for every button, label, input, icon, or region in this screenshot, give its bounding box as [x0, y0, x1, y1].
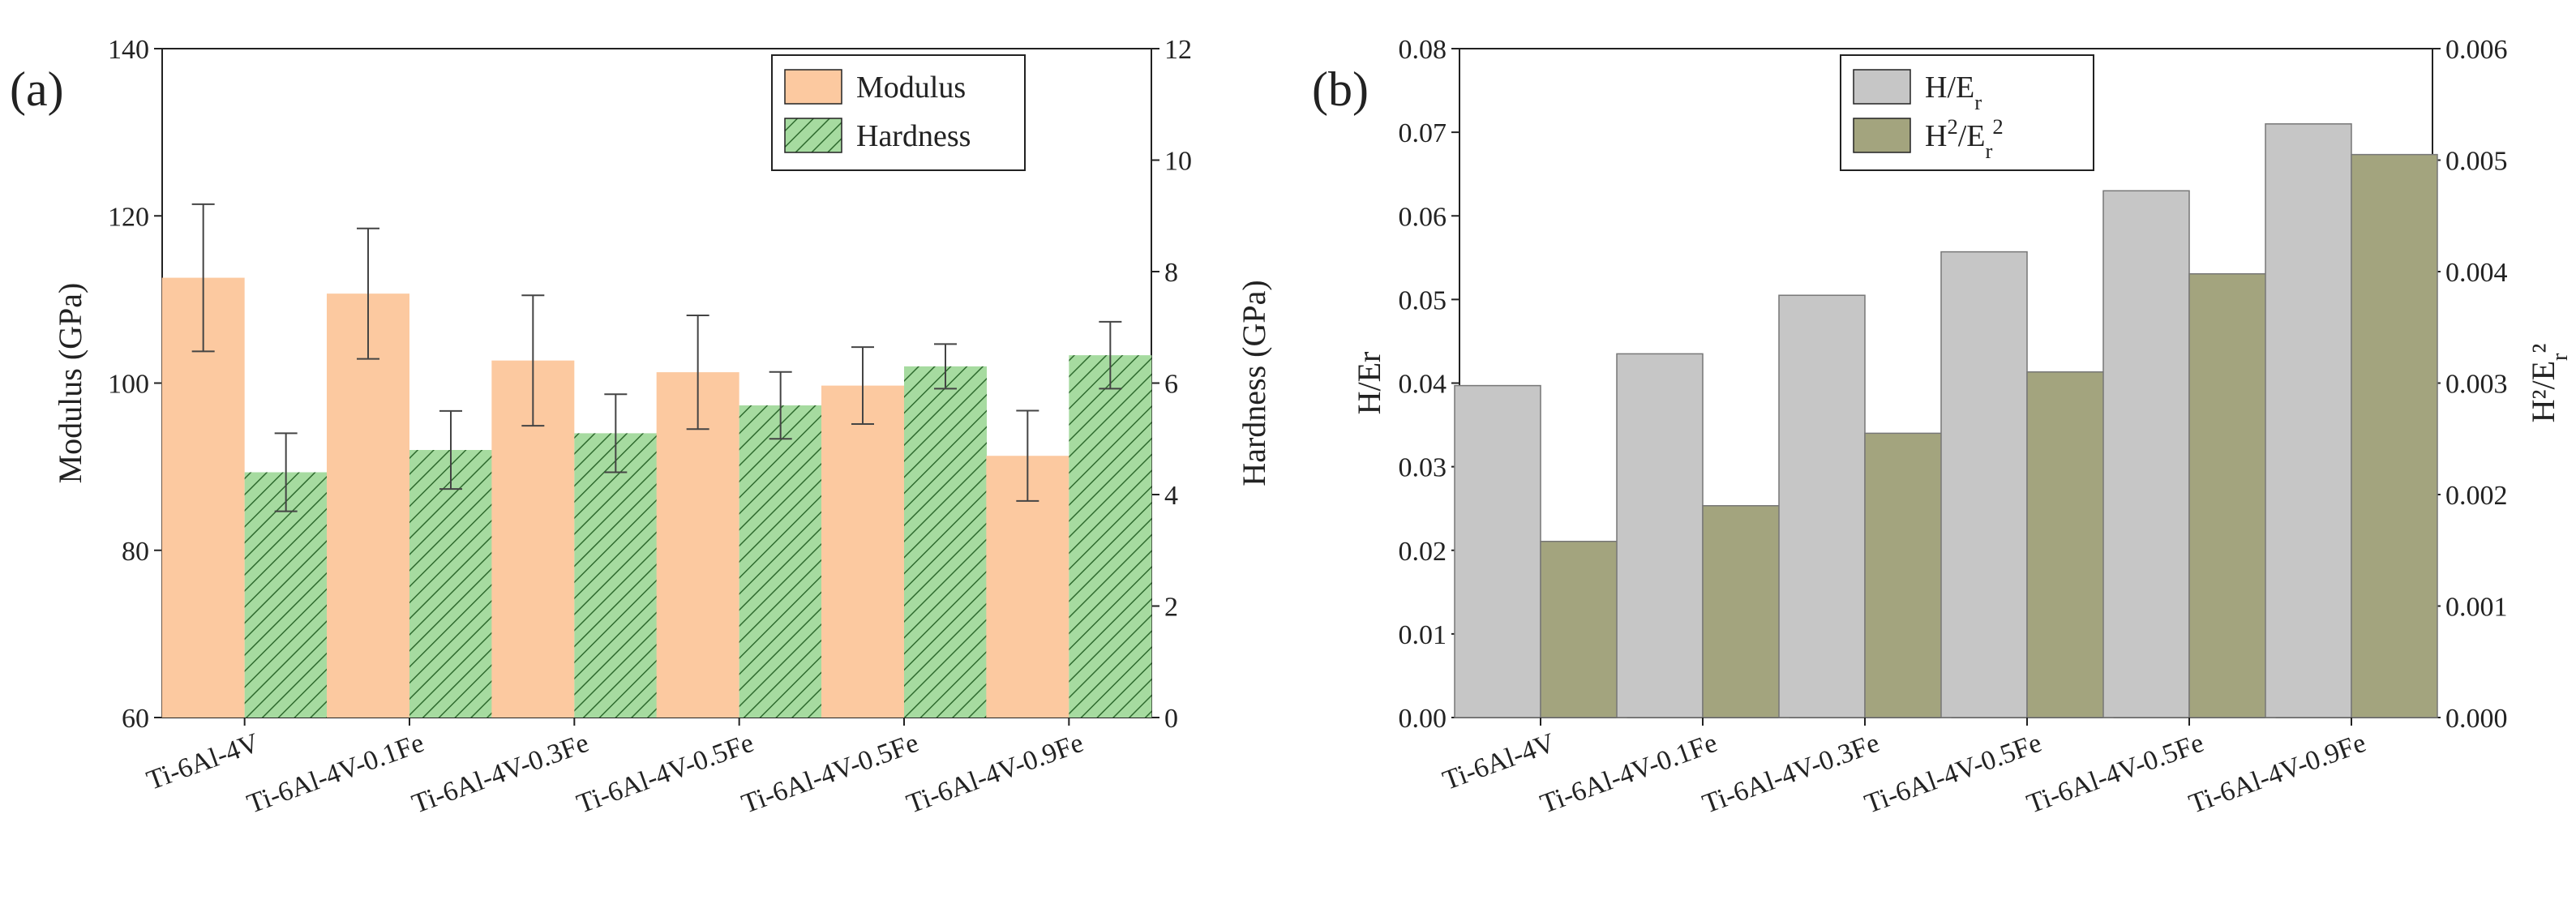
left-tick-label: 60	[122, 704, 149, 734]
panel-label: (b)	[1312, 62, 1369, 116]
right-tick-label: 0.000	[2445, 704, 2508, 734]
right-tick-label: 0.003	[2445, 370, 2508, 400]
legend-label: Hardness	[856, 119, 971, 153]
bar-hardness	[739, 405, 822, 718]
right-tick-label: 0.006	[2445, 35, 2508, 65]
category-label: Ti-6Al-4V-0.9Fe	[2185, 728, 2370, 820]
bar-h-over-er	[2265, 123, 2352, 718]
panel-label: (a)	[10, 62, 64, 116]
category-label: Ti-6Al-4V-0.5Fe	[1861, 728, 2046, 820]
legend-swatch	[784, 69, 842, 105]
right-tick-label: 2	[1164, 593, 1178, 623]
left-tick-label: 0.02	[1399, 537, 1447, 567]
legend-label: Modulus	[856, 71, 966, 105]
left-tick-label: 0.07	[1399, 118, 1447, 148]
right-tick-label: 8	[1164, 258, 1178, 288]
bar-hardness	[409, 450, 492, 718]
right-tick-label: 0.004	[2445, 258, 2508, 288]
bar-h-over-er	[2102, 190, 2190, 718]
left-tick-label: 140	[108, 35, 149, 65]
left-axis-title: H/Er	[1351, 352, 1387, 415]
bar-hardness	[1069, 355, 1152, 718]
category-label: Ti-6Al-4V	[1439, 728, 1560, 796]
bar-h2-over-er2	[1702, 505, 1789, 718]
legend-swatch	[784, 118, 842, 153]
right-tick-label: 12	[1164, 35, 1192, 65]
category-label: Ti-6Al-4V-0.1Fe	[1537, 728, 1721, 820]
left-axis-title: Modulus (GPa)	[52, 283, 88, 484]
left-tick-label: 0.04	[1399, 370, 1447, 400]
category-label: Ti-6Al-4V-0.5Fe	[738, 728, 923, 820]
category-label: Ti-6Al-4V-0.3Fe	[1699, 728, 1884, 820]
left-tick-label: 0.08	[1399, 35, 1447, 65]
bar-modulus	[327, 293, 409, 718]
bar-modulus	[821, 385, 904, 718]
bar-h2-over-er2	[1540, 541, 1627, 718]
left-tick-label: 0.03	[1399, 453, 1447, 483]
left-tick-label: 0.06	[1399, 202, 1447, 232]
right-tick-label: 4	[1164, 481, 1178, 511]
bar-h-over-er	[1778, 294, 1866, 718]
right-tick-label: 0	[1164, 704, 1178, 734]
category-label: Ti-6Al-4V-0.3Fe	[408, 728, 593, 820]
legend-label: H/Er	[1925, 71, 1982, 114]
category-label: Ti-6Al-4V-0.5Fe	[2023, 728, 2208, 820]
right-tick-label: 10	[1164, 147, 1192, 177]
category-label: Ti-6Al-4V	[143, 728, 264, 796]
bar-h2-over-er2	[2026, 371, 2114, 718]
bar-h-over-er	[1940, 251, 2028, 718]
bar-h2-over-er2	[2188, 273, 2276, 718]
left-tick-label: 0.00	[1399, 704, 1447, 734]
bar-h2-over-er2	[1864, 432, 1952, 718]
right-tick-label: 0.001	[2445, 593, 2508, 623]
legend-swatch	[1853, 69, 1911, 105]
bar-hardness	[904, 366, 987, 718]
legend-label: H2/Er2	[1925, 114, 2004, 163]
left-tick-label: 120	[108, 202, 149, 232]
bar-hardness	[574, 433, 658, 718]
right-tick-label: 0.005	[2445, 147, 2508, 177]
right-tick-label: 6	[1164, 370, 1178, 400]
right-tick-label: 0.002	[2445, 481, 2508, 511]
panel-b: 0.00 0.01 0.02 0.03 0.04 0.05 0.06 0.07 0.08 0.00…	[1312, 35, 2573, 820]
left-tick-label: 100	[108, 370, 149, 400]
right-axis-title: Hardness (GPa)	[1236, 280, 1272, 486]
left-tick-label: 80	[122, 537, 149, 567]
bar-hardness	[244, 472, 328, 718]
bar-h-over-er	[1616, 353, 1704, 718]
category-label: Ti-6Al-4V-0.1Fe	[243, 728, 428, 820]
legend-swatch	[1853, 118, 1911, 153]
category-label: Ti-6Al-4V-0.9Fe	[902, 728, 1087, 820]
right-axis-title: H²/Er²	[2525, 344, 2573, 423]
left-tick-label: 0.05	[1399, 285, 1447, 315]
bar-h2-over-er2	[2351, 153, 2438, 718]
category-label: Ti-6Al-4V-0.5Fe	[573, 728, 758, 820]
bar-h-over-er	[1454, 384, 1541, 718]
panel-a: 60 80 100 120 140 0 2 4 6 8 10 12 Modulus (GPa) Hardn…	[10, 35, 1272, 820]
left-tick-label: 0.01	[1399, 620, 1447, 650]
